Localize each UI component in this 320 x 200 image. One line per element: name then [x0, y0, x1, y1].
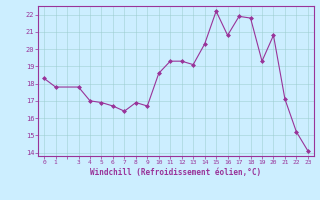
X-axis label: Windchill (Refroidissement éolien,°C): Windchill (Refroidissement éolien,°C) [91, 168, 261, 177]
